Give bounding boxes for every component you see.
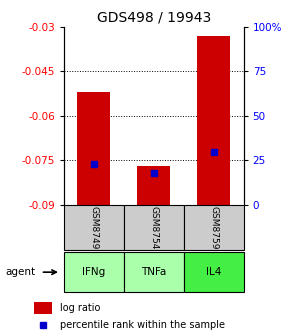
Bar: [124, 252, 184, 292]
Bar: [137, 166, 170, 205]
Text: percentile rank within the sample: percentile rank within the sample: [60, 320, 225, 330]
Bar: [184, 205, 244, 250]
Text: IL4: IL4: [206, 267, 221, 277]
Text: GSM8749: GSM8749: [89, 206, 98, 249]
Text: GSM8754: GSM8754: [149, 206, 158, 249]
Bar: [77, 92, 110, 205]
Text: IFNg: IFNg: [82, 267, 105, 277]
Text: agent: agent: [6, 267, 36, 277]
Title: GDS498 / 19943: GDS498 / 19943: [97, 10, 211, 24]
Bar: [34, 302, 52, 314]
Text: log ratio: log ratio: [60, 303, 100, 313]
Text: TNFa: TNFa: [141, 267, 166, 277]
Bar: [124, 205, 184, 250]
Bar: [184, 252, 244, 292]
Bar: [64, 252, 124, 292]
Bar: [197, 36, 230, 205]
Text: GSM8759: GSM8759: [209, 206, 218, 249]
Bar: [64, 205, 124, 250]
